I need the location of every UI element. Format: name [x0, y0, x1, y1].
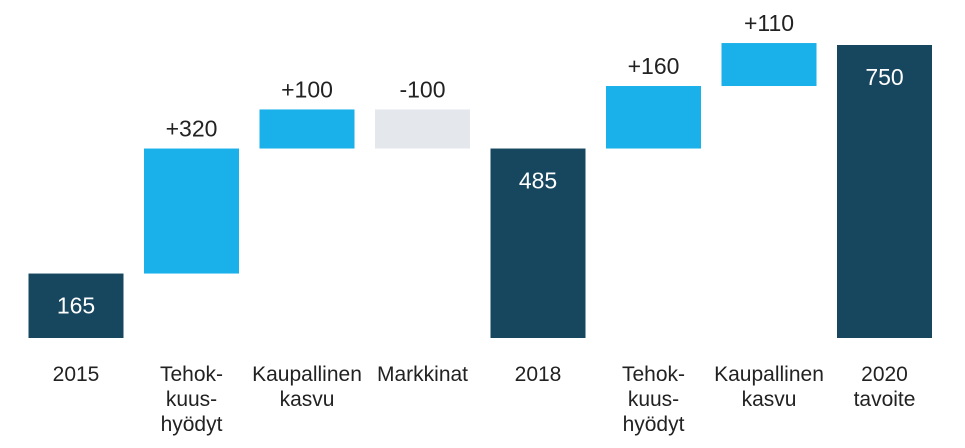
bar — [837, 45, 932, 338]
bar — [721, 43, 817, 87]
x-tick-label: 2018 — [515, 363, 562, 386]
bar — [144, 148, 239, 274]
value-label: 485 — [519, 168, 557, 194]
x-tick-label: kasvu — [742, 388, 797, 411]
x-tick-label: kuus- — [628, 388, 679, 411]
value-label: -100 — [399, 76, 445, 102]
value-label: 165 — [57, 293, 95, 319]
x-tick-label: 2015 — [53, 363, 100, 386]
x-tick-label: 2020 — [861, 363, 908, 386]
bar — [490, 148, 586, 338]
value-label: +100 — [281, 76, 333, 102]
x-tick-label: hyödyt — [161, 413, 223, 436]
x-tick-label: Tehok- — [622, 363, 685, 386]
bar — [606, 86, 701, 149]
value-label: +320 — [166, 116, 218, 142]
x-tick-label: kasvu — [280, 388, 335, 411]
x-tick-label: hyödyt — [623, 413, 685, 436]
x-tick-label: tavoite — [854, 388, 916, 411]
bar — [28, 273, 124, 338]
value-label: +160 — [628, 53, 680, 79]
value-label: +110 — [744, 10, 794, 36]
x-tick-label: Kaupallinen — [714, 363, 824, 386]
bar — [259, 109, 355, 149]
bar — [375, 109, 470, 149]
x-tick-label: Tehok- — [160, 363, 223, 386]
value-label: 750 — [865, 64, 903, 90]
x-tick-label: Markkinat — [377, 363, 468, 386]
x-tick-label: kuus- — [166, 388, 217, 411]
x-tick-label: Kaupallinen — [252, 363, 362, 386]
